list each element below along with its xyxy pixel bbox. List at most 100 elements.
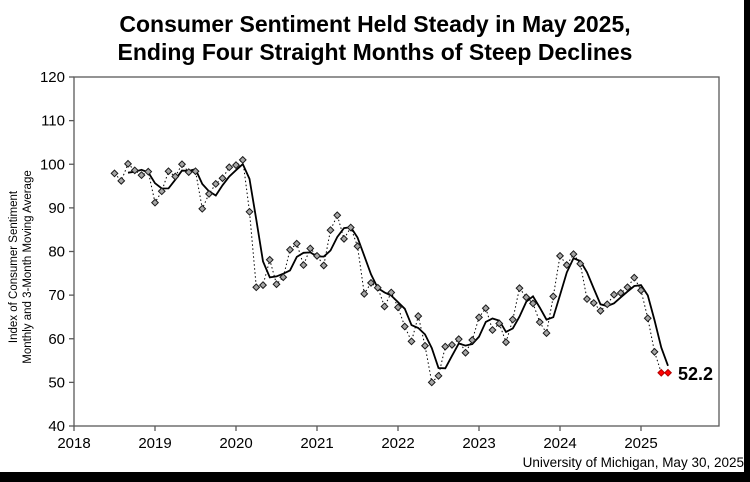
data-point [279,273,288,282]
data-point [549,292,558,301]
data-point [211,179,220,188]
data-point [441,342,450,351]
data-point [400,322,409,331]
data-point [204,189,214,198]
data-point [576,259,585,268]
x-tick-label: 2019 [138,435,171,452]
y-tick-label: 90 [48,200,65,217]
data-point [110,169,119,178]
data-point [319,261,328,270]
y-tick-label: 80 [48,244,65,261]
data-point [360,289,369,298]
y-tick-label: 50 [48,374,65,391]
highlighted-data-point [663,368,673,377]
data-point [454,335,463,344]
data-point [414,312,423,321]
data-point [299,261,308,270]
data-point [582,295,592,304]
data-point [488,326,497,335]
data-point [535,318,544,327]
data-point [191,167,200,176]
data-point [198,204,207,213]
data-point [333,211,342,220]
data-point [596,306,605,315]
data-point [380,302,389,311]
y-tick-label: 100 [40,156,65,173]
data-point [434,371,443,380]
chart-title-line2: Ending Four Straight Months of Steep Dec… [117,39,633,65]
data-point [130,166,139,175]
data-point [495,319,504,328]
data-point [171,172,180,181]
data-point [225,163,234,172]
data-point [157,187,166,196]
bottom-bar [0,472,750,482]
y-tick-label: 40 [48,418,65,435]
x-tick-label: 2020 [219,435,252,452]
data-point [177,160,187,169]
data-markers [110,155,673,387]
data-point [326,226,335,235]
data-point [258,281,268,290]
data-point [184,168,193,177]
y-tick-label: 110 [41,113,65,130]
data-point [137,171,146,180]
data-point [245,207,254,216]
y-tick-label: 120 [40,69,65,86]
data-point [312,251,322,260]
data-point [387,288,396,297]
x-tick-label: 2021 [300,435,333,452]
x-axis: 2018 2019 2020 2021 2022 2023 2024 2025 [57,426,658,452]
x-tick-label: 2018 [57,435,90,452]
data-point [265,255,274,264]
data-point [164,167,173,176]
right-bar [744,0,750,482]
source-attribution: University of Michigan, May 30, 2025 [522,455,744,470]
data-point [150,198,160,207]
data-point [461,348,470,357]
data-point [603,300,612,309]
data-point [366,278,376,287]
chart-title: Consumer Sentiment Held Steady in May 20… [0,10,750,66]
x-tick-label: 2024 [543,435,576,452]
x-tick-label: 2023 [462,435,495,452]
highlighted-data-point [657,368,666,377]
data-point [393,303,403,312]
data-point [285,245,295,254]
moving-average-line [127,162,669,370]
data-point [528,299,538,308]
data-point [515,284,524,293]
data-point [569,250,578,259]
data-point [474,313,484,322]
chart-title-line1: Consumer Sentiment Held Steady in May 20… [119,11,631,37]
data-point [447,340,457,349]
x-tick-label: 2025 [624,435,657,452]
data-point [420,341,430,350]
data-point [117,176,126,185]
monthly-series [114,158,668,384]
y-tick-label: 70 [48,287,65,304]
data-point [272,280,281,289]
plot-frame [73,76,720,427]
data-point [339,234,349,243]
data-point [373,283,382,292]
data-point [481,304,490,313]
data-point [346,223,355,232]
data-point [508,315,517,324]
data-point [353,242,362,251]
data-point [468,336,477,345]
data-point [252,283,261,292]
data-point [542,329,551,338]
data-point [218,174,227,183]
monthly-dotted-line [114,158,662,384]
data-point [306,244,315,253]
data-point [238,155,247,164]
data-point [522,293,531,302]
data-point [643,314,652,323]
data-point [144,167,153,176]
data-point [630,273,639,282]
data-point [636,286,646,295]
data-point [609,290,619,299]
